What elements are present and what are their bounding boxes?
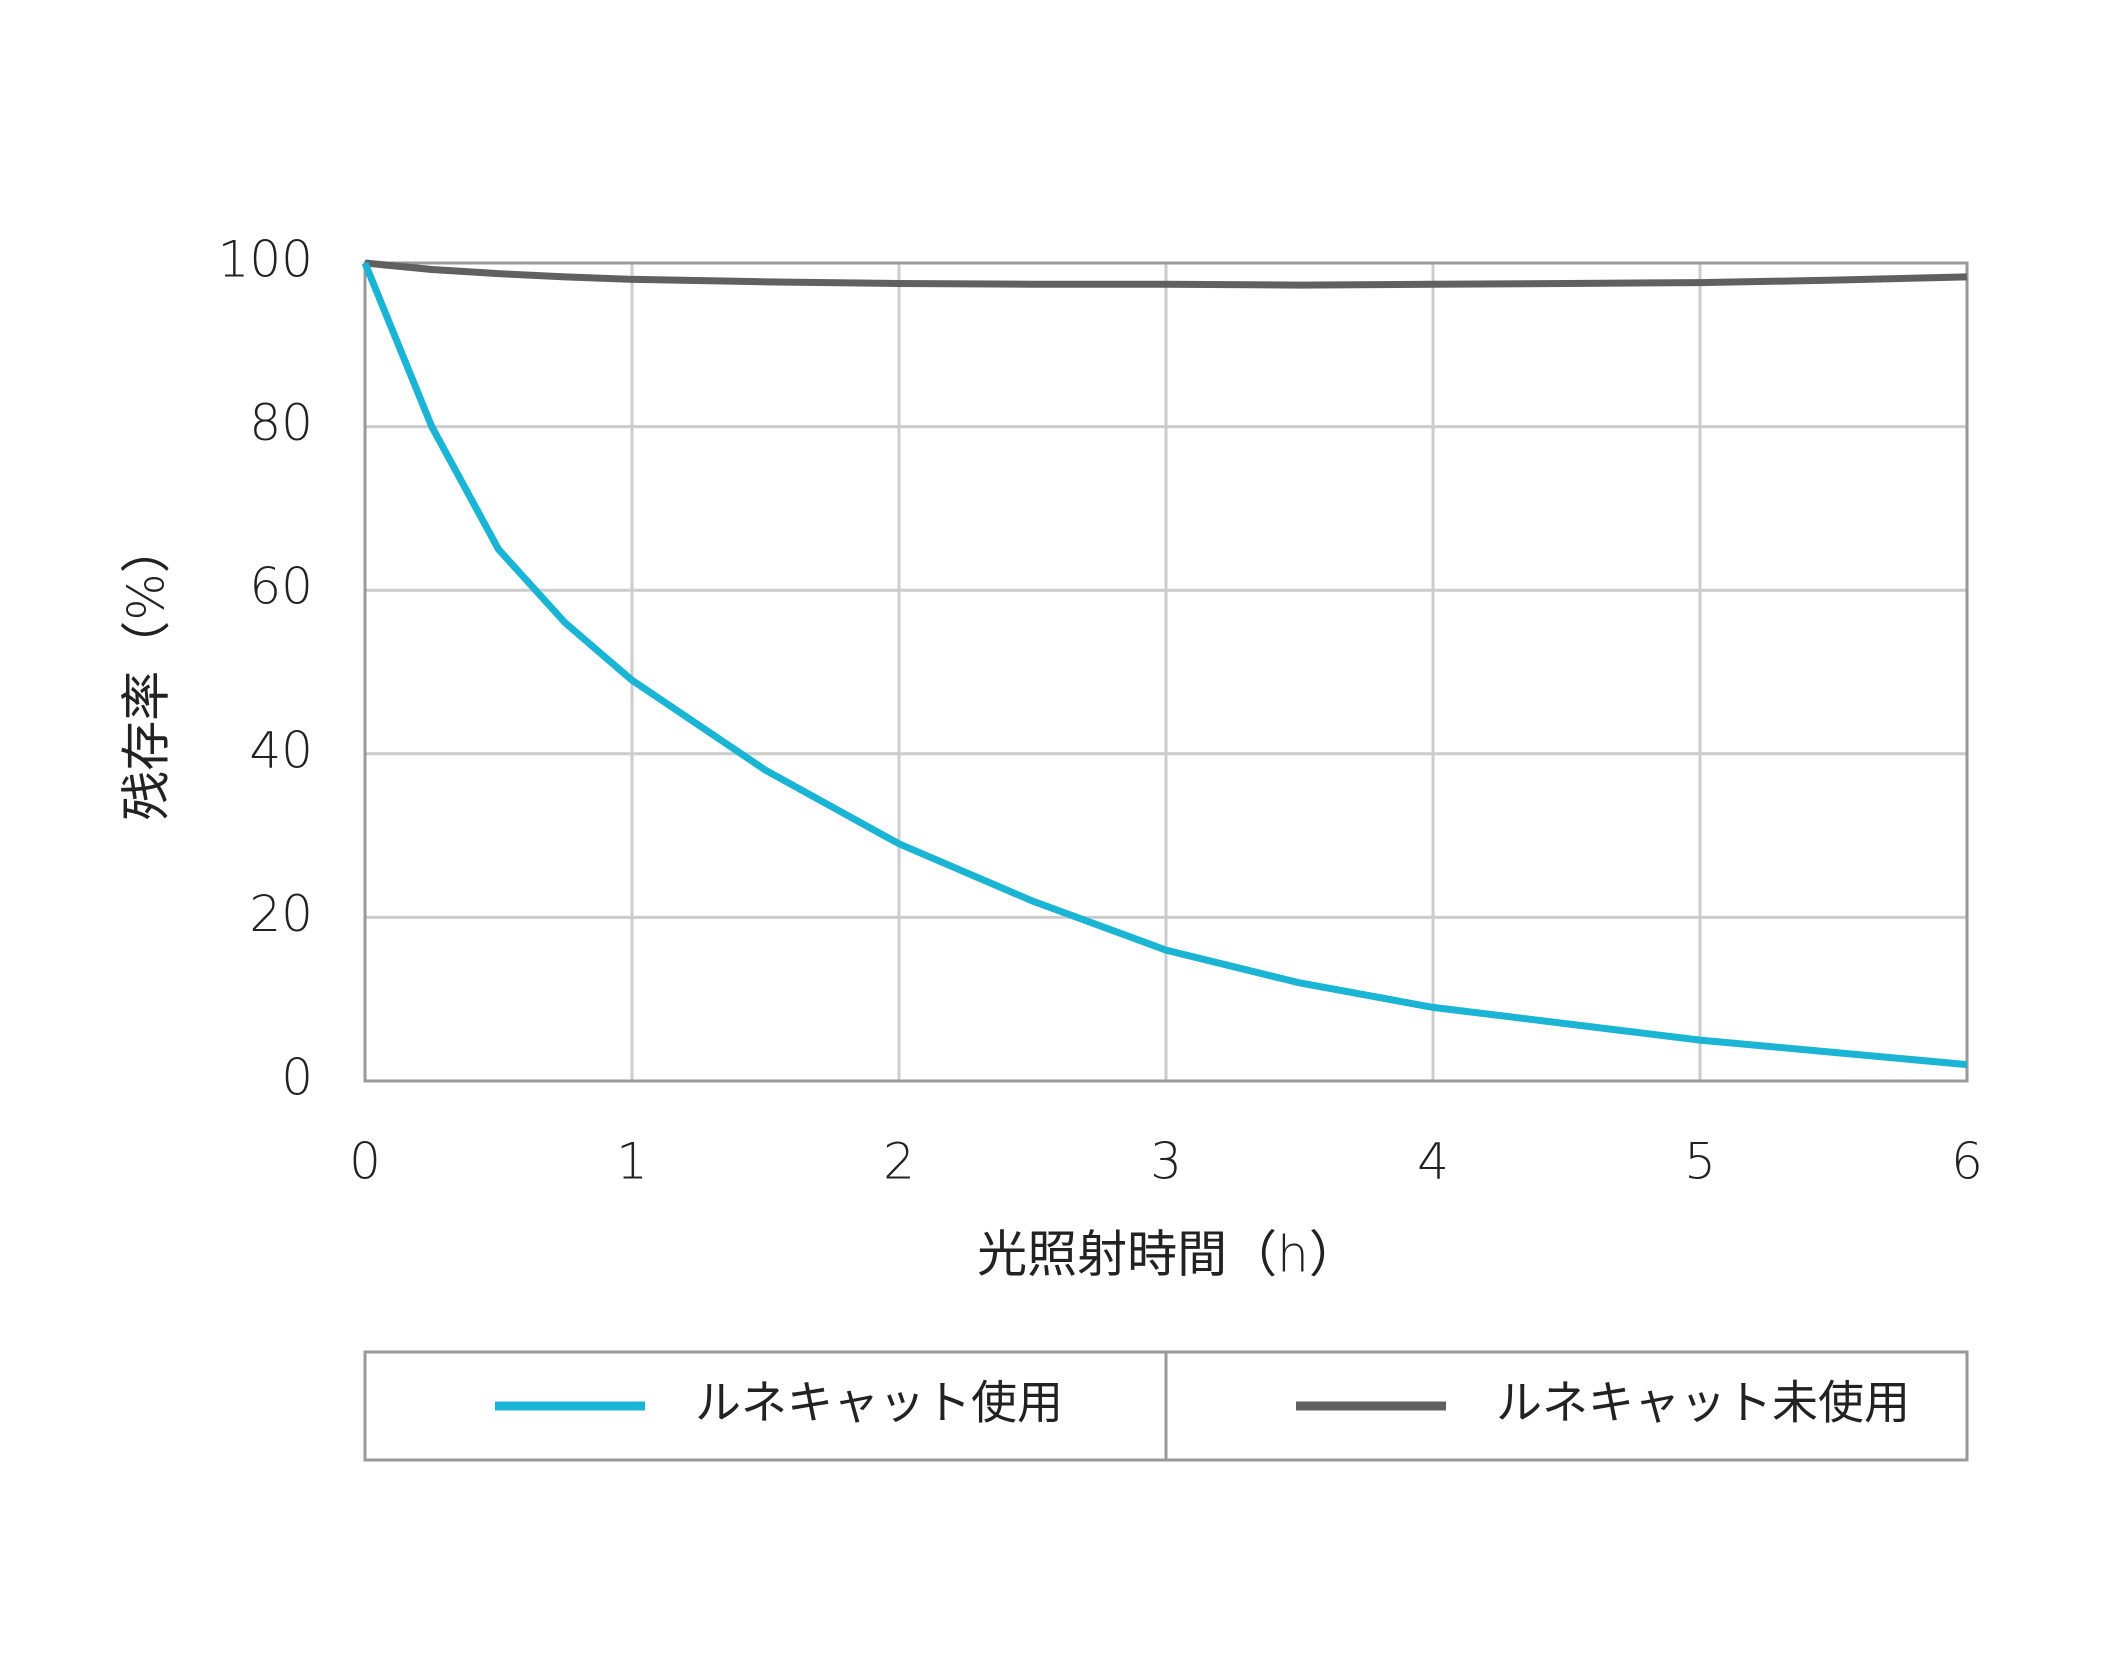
y-axis-label: 残存率（%） (118, 523, 176, 821)
x-axis-label: 光照射時間（h） (977, 1226, 1359, 1284)
x-tick-label: 0 (349, 1133, 381, 1191)
y-tick-label: 100 (218, 231, 313, 289)
plot-border (363, 261, 1969, 1083)
y-tick-label: 0 (281, 1049, 313, 1107)
x-tick-label: 4 (1417, 1133, 1449, 1191)
y-tick-label: 20 (249, 885, 313, 943)
x-tick-label: 5 (1684, 1133, 1716, 1191)
y-tick-label: 60 (249, 558, 313, 616)
legend-label: ルネキャット使用 (695, 1376, 1063, 1430)
legend-label: ルネキャット未使用 (1496, 1376, 1910, 1430)
x-tick-label: 3 (1150, 1133, 1182, 1191)
y-tick-label: 40 (249, 721, 313, 779)
x-tick-label: 6 (1951, 1133, 1983, 1191)
y-tick-label: 80 (249, 394, 313, 452)
series-line (361, 261, 1968, 1069)
x-tick-label: 2 (883, 1133, 915, 1191)
x-tick-label: 1 (616, 1133, 648, 1191)
series-line (364, 259, 1968, 289)
